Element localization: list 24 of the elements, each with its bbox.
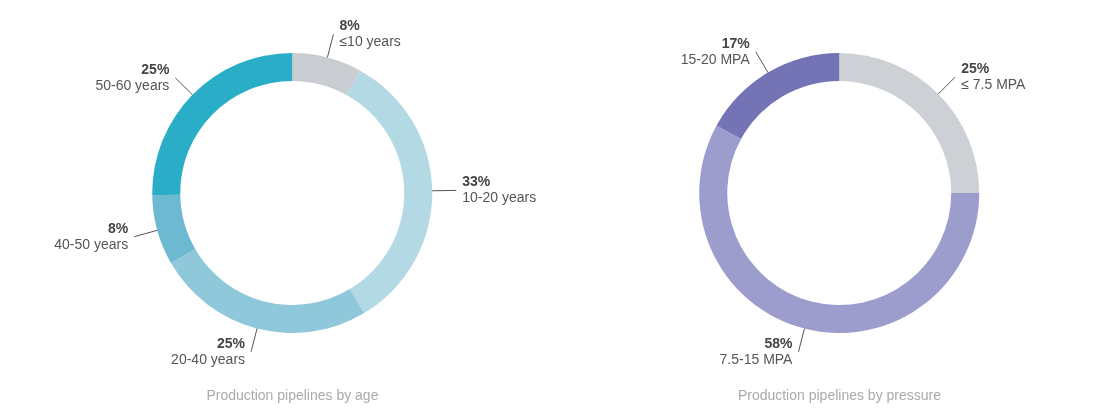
data-label: 58% <box>764 334 793 351</box>
data-label: 25% <box>961 60 990 77</box>
donut-slice <box>346 70 433 314</box>
data-label: 25% <box>217 334 246 351</box>
slice-label: 50-60 years <box>95 76 170 93</box>
slice-label: 7.5-15 MPA <box>719 350 794 367</box>
data-label: 8% <box>107 219 129 236</box>
donut-slice <box>699 125 980 333</box>
slice-label: 10-20 years <box>462 189 537 206</box>
donut-slice <box>716 53 840 140</box>
data-label: 33% <box>462 173 491 190</box>
donut-slice <box>171 249 365 333</box>
data-label: 25% <box>141 60 170 77</box>
slice-label: ≤10 years <box>339 33 401 50</box>
slice-label: 15-20 MPA <box>680 50 751 67</box>
slice-label: 20-40 years <box>171 350 246 367</box>
data-label: 8% <box>339 17 361 34</box>
slice-label: 40-50 years <box>54 235 129 252</box>
slice-label: ≤ 7.5 MPA <box>961 76 1027 93</box>
text: Production pipelines by pressure <box>737 387 942 403</box>
text: Production pipelines by age <box>206 387 379 403</box>
donut-slice <box>292 53 361 96</box>
donut-slice <box>152 194 196 263</box>
data-label: 17% <box>721 34 751 51</box>
